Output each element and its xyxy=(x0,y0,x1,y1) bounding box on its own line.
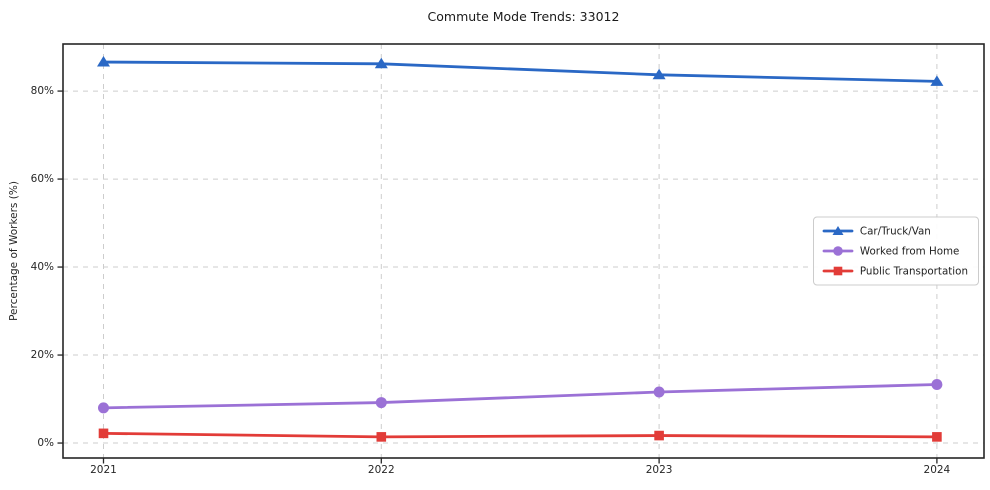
marker-car-truck-van-2023 xyxy=(652,68,666,80)
legend-label: Car/Truck/Van xyxy=(859,225,931,237)
marker-worked-from-home-2023 xyxy=(653,386,665,398)
marker-worked-from-home-2021 xyxy=(98,402,109,414)
plot-border xyxy=(62,43,985,459)
series-line-car-truck-van xyxy=(102,60,939,83)
series-line-public-transportation xyxy=(102,431,939,439)
x-tick-label: 2024 xyxy=(923,464,951,476)
marker-public-transportation-2021 xyxy=(98,428,109,439)
marker-worked-from-home-2022 xyxy=(375,397,387,409)
plot-area: Car/Truck/Van Worked from Home Public Tran… xyxy=(57,43,985,464)
legend-label: Worked from Home xyxy=(859,245,960,257)
marker-car-truck-van-2022 xyxy=(374,57,388,69)
marker-car-truck-van-2024 xyxy=(930,75,944,86)
x-tick-label: 2021 xyxy=(90,464,117,476)
x-tick-label: 2023 xyxy=(645,464,673,476)
chart-title: Commute Mode Trends: 33012 xyxy=(427,9,620,24)
legend-triangle-swatch xyxy=(822,226,854,235)
series-line-worked-from-home xyxy=(102,383,939,410)
chart-canvas xyxy=(57,43,985,464)
marker-public-transportation-2024 xyxy=(932,432,942,442)
marker-car-truck-van-2021 xyxy=(97,56,110,67)
legend: Car/Truck/Van Worked from Home Public Tran… xyxy=(812,216,979,286)
marker-worked-from-home-2024 xyxy=(931,379,943,391)
legend-square-swatch xyxy=(822,266,854,276)
y-tick-label: 60% xyxy=(30,173,54,186)
marker-public-transportation-2022 xyxy=(376,432,387,442)
legend-entry-worked-from-home: Worked from Home xyxy=(822,245,968,258)
y-tick-label: 80% xyxy=(30,85,54,98)
legend-label: Public Transportation xyxy=(859,265,968,277)
y-tick-label: 20% xyxy=(30,349,54,362)
y-tick-label: 40% xyxy=(30,261,54,274)
legend-entry-public-transportation: Public Transportation xyxy=(822,265,968,278)
legend-circle-swatch xyxy=(822,246,854,256)
y-tick-label: 0% xyxy=(37,437,54,450)
x-tick-label: 2022 xyxy=(367,464,395,476)
legend-entry-car-truck-van: Car/Truck/Van xyxy=(822,225,968,238)
marker-public-transportation-2023 xyxy=(654,430,664,441)
y-axis-label: Percentage of Workers (%) xyxy=(8,181,20,321)
